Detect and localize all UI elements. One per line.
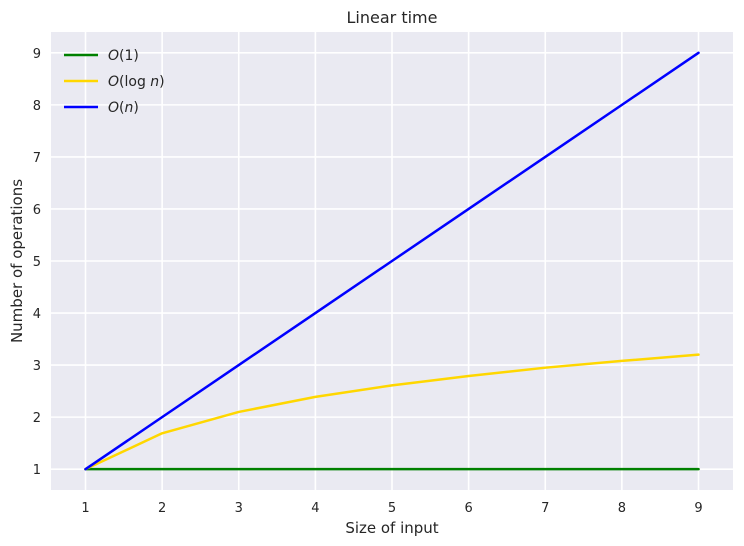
- x-tick-label: 7: [541, 501, 549, 516]
- y-tick-label: 3: [33, 359, 41, 374]
- x-tick-label: 6: [464, 501, 472, 516]
- y-tick-label: 9: [33, 47, 41, 62]
- y-tick-label: 1: [33, 463, 41, 478]
- y-tick-labels: 1 2 3 4 5 6 7 8 9: [33, 47, 41, 478]
- x-axis-label: Size of input: [345, 519, 438, 537]
- series-lines: [84, 51, 700, 471]
- x-tick-label: 4: [311, 501, 319, 516]
- series-line-1: [84, 353, 700, 471]
- y-axis-label: Number of operations: [8, 179, 26, 343]
- y-tick-label: 8: [33, 99, 41, 114]
- y-tick-label: 2: [33, 411, 41, 426]
- legend-label-ologn: O(log n): [108, 74, 165, 90]
- chart-title: Linear time: [347, 8, 438, 27]
- legend-label-o1: O(1): [108, 48, 139, 64]
- legend: O(1) O(log n) O(n): [64, 48, 165, 116]
- x-tick-label: 2: [158, 501, 166, 516]
- x-tick-label: 3: [235, 501, 243, 516]
- y-tick-label: 7: [33, 151, 41, 166]
- x-tick-label: 9: [694, 501, 702, 516]
- x-tick-label: 5: [388, 501, 396, 516]
- x-tick-labels: 1 2 3 4 5 6 7 8 9: [81, 501, 702, 516]
- x-tick-label: 1: [81, 501, 89, 516]
- y-tick-label: 5: [33, 255, 41, 270]
- series-line-2: [84, 51, 700, 471]
- legend-label-on: O(n): [108, 100, 139, 116]
- y-tick-label: 4: [33, 307, 41, 322]
- y-tick-label: 6: [33, 203, 41, 218]
- x-tick-label: 8: [618, 501, 626, 516]
